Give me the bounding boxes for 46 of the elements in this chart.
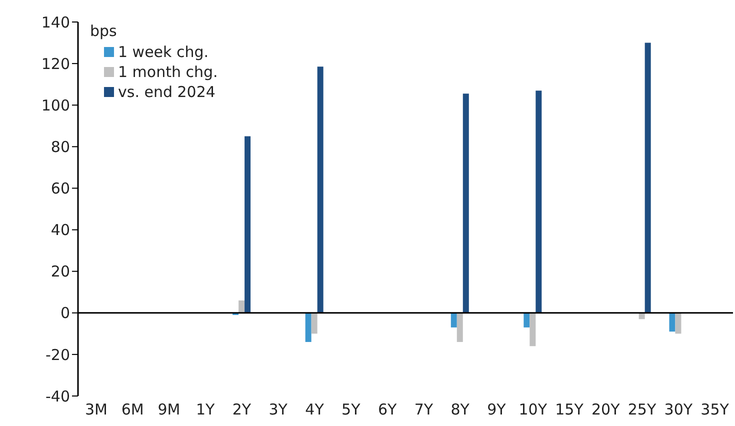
x-tick-label: 5Y bbox=[342, 400, 362, 419]
x-tick-label: 9M bbox=[158, 400, 180, 419]
x-tick-label: 7Y bbox=[414, 400, 434, 419]
x-tick-label: 8Y bbox=[450, 400, 470, 419]
y-tick-label: 40 bbox=[50, 221, 70, 240]
legend-label: vs. end 2024 bbox=[118, 82, 216, 102]
bar bbox=[317, 66, 324, 313]
bar bbox=[669, 312, 676, 332]
y-tick-label: 0 bbox=[60, 304, 70, 322]
y-tick-label: 100 bbox=[41, 96, 70, 114]
y-tick-label: 80 bbox=[50, 138, 70, 156]
bar bbox=[462, 94, 469, 313]
bar bbox=[675, 312, 682, 334]
x-tick-label: 1Y bbox=[196, 400, 216, 419]
y-tick-label: 140 bbox=[41, 13, 70, 32]
y-tick-label: -40 bbox=[46, 387, 70, 406]
bar bbox=[244, 136, 251, 313]
x-tick-label: 9Y bbox=[487, 400, 507, 419]
x-tick-label: 6Y bbox=[378, 400, 398, 419]
bar bbox=[524, 312, 530, 328]
x-tick-label: 10Y bbox=[518, 400, 548, 419]
x-tick-label: 3Y bbox=[268, 400, 288, 419]
bar bbox=[456, 312, 463, 342]
x-tick-label: 30Y bbox=[664, 400, 694, 419]
y-tick-label: 120 bbox=[41, 54, 70, 73]
legend-label: 1 month chg. bbox=[118, 62, 218, 82]
x-tick-label: 3M bbox=[84, 400, 108, 419]
x-tick-label: 20Y bbox=[592, 400, 621, 419]
x-tick-label: 2Y bbox=[232, 400, 252, 419]
bar bbox=[536, 90, 542, 313]
bar bbox=[311, 312, 318, 334]
x-tick-label: 15Y bbox=[555, 400, 584, 419]
x-tick-label: 4Y bbox=[305, 400, 325, 419]
x-tick-label: 25Y bbox=[628, 400, 657, 419]
x-tick-label: 35Y bbox=[700, 400, 730, 419]
bar bbox=[530, 312, 536, 346]
y-tick-label: 60 bbox=[50, 180, 70, 198]
legend-label: 1 week chg. bbox=[118, 42, 209, 62]
bar bbox=[644, 42, 651, 313]
bar bbox=[305, 312, 312, 342]
y-axis-title: bps bbox=[90, 22, 117, 40]
bar bbox=[238, 300, 245, 313]
bar bbox=[450, 312, 457, 328]
y-tick-label: -20 bbox=[46, 346, 70, 364]
y-tick-label: 20 bbox=[50, 262, 70, 281]
x-tick-label: 6M bbox=[121, 400, 144, 419]
